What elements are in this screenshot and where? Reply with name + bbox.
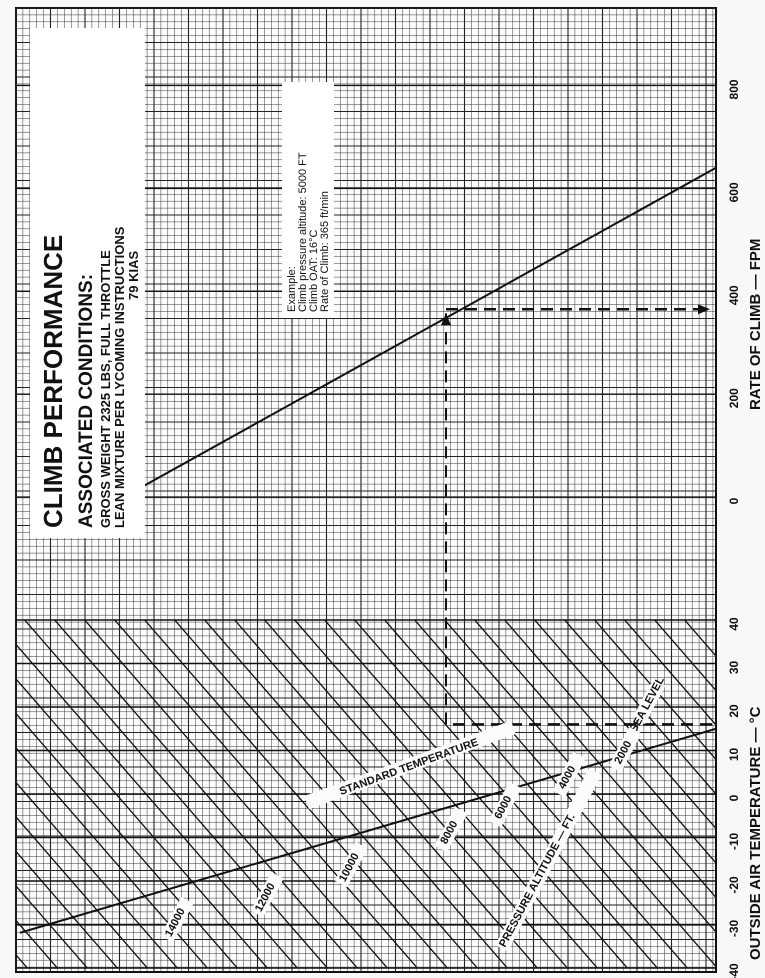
altitude-line	[293, 620, 599, 968]
oat-tick-label: 0	[727, 794, 741, 801]
condition-line-3: 79 KIAS	[126, 251, 141, 300]
oat-tick-label: 20	[727, 704, 741, 718]
chart-subtitle: ASSOCIATED CONDITIONS:	[76, 274, 97, 528]
altitude-label-bg	[552, 751, 586, 798]
oat-tick-label: -20	[727, 876, 741, 894]
altitude-label-bg	[334, 841, 368, 888]
example-heading: Example:	[286, 266, 298, 312]
altitude-line	[23, 620, 329, 968]
altitude-line	[16, 643, 299, 968]
altitude-line	[53, 620, 359, 968]
altitude-label-bg	[632, 678, 666, 725]
roc-tick-label: 600	[727, 182, 741, 202]
altitude-line	[113, 620, 419, 968]
altitude-line	[653, 620, 716, 692]
altitude-line	[383, 620, 689, 968]
condition-line-1: GROSS WEIGHT 2325 LBS, FULL THROTTLE	[98, 250, 113, 528]
altitude-line	[16, 678, 269, 968]
curves	[19, 166, 717, 934]
altitude-line	[16, 885, 89, 968]
altitude-line	[503, 620, 716, 864]
altitude-line	[83, 620, 389, 968]
condition-line-2: LEAN MIXTURE PER LYCOMING INSTRUCTIONS	[112, 226, 127, 528]
oat-tick-label: 40	[727, 617, 741, 631]
altitude-line	[473, 620, 716, 899]
standard-temperature-label-bg	[304, 720, 516, 810]
altitude-line	[323, 620, 629, 968]
altitude-lines	[0, 610, 716, 978]
roc-tick-label: 0	[727, 497, 741, 504]
oat-tick-label: -10	[727, 833, 741, 851]
altitude-line	[593, 620, 716, 761]
altitude-line	[203, 620, 509, 968]
example-arrow-head	[698, 304, 710, 315]
roc-tick-label: 400	[727, 285, 741, 305]
altitude-line	[16, 781, 179, 968]
example-line-3: Rate of Climb: 365 ft/min	[319, 191, 331, 312]
altitude-label-bg	[434, 806, 468, 853]
labels: CLIMB PERFORMANCE ASSOCIATED CONDITIONS:…	[30, 28, 764, 960]
roc-tick-label: 800	[727, 79, 741, 99]
altitude-line	[623, 620, 716, 726]
altitude-line	[16, 747, 209, 968]
altitude-label-bg	[488, 781, 522, 828]
altitude-line	[233, 620, 539, 968]
altitude-line	[0, 610, 6, 978]
oat-tick-label: -30	[727, 920, 741, 938]
example-arrow-up	[441, 313, 451, 326]
oat-tick-label: 30	[727, 661, 741, 675]
altitude-line	[16, 712, 239, 968]
title-block-bg	[30, 28, 145, 538]
example-box-bg	[282, 82, 334, 318]
altitude-line	[16, 816, 149, 968]
example-line-1: Climb pressure altitude: 5000 FT	[297, 152, 309, 312]
altitude-label-bg	[250, 871, 284, 918]
roc-axis-label: RATE OF CLIMB — FPM	[747, 239, 764, 410]
altitude-line	[143, 620, 449, 968]
altitude-label-bg	[608, 726, 642, 773]
oat-tick-label: 10	[727, 748, 741, 762]
pressure-altitude-label-bg	[495, 768, 602, 952]
oat-axis-label: OUTSIDE AIR TEMPERATURE — °C	[747, 706, 764, 960]
roc-tick-label: 200	[727, 388, 741, 408]
altitude-line	[563, 620, 716, 795]
altitude-line	[443, 620, 716, 933]
altitude-line	[533, 620, 716, 830]
oat-tick-label: -40	[727, 963, 741, 978]
example-line-2: Climb OAT: 16°C	[308, 230, 320, 312]
roc-reference-line	[137, 166, 717, 490]
standard-temperature-line	[19, 727, 717, 934]
altitude-label-bg	[160, 896, 194, 943]
chart-title: CLIMB PERFORMANCE	[38, 235, 68, 528]
